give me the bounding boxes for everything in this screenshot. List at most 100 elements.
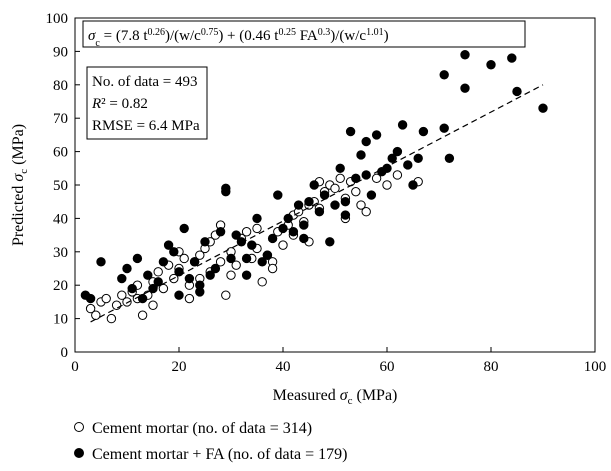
data-point-cement-mortar-fa: [439, 70, 449, 80]
legend-item-cement-mortar-fa: Cement mortar + FA (no. of data = 179): [74, 446, 347, 464]
data-point-cement-mortar: [153, 267, 163, 277]
data-point-cement-mortar-fa: [267, 233, 278, 244]
data-point-cement-mortar-fa: [319, 190, 330, 200]
data-point-cement-mortar-fa: [148, 283, 158, 294]
data-point-cement-mortar-fa: [325, 237, 335, 247]
y-tick-label: 50: [53, 178, 68, 194]
data-point-cement-mortar-fa: [361, 170, 371, 180]
scatter-chart: 0 20 40 60 80 100 0 10 20 30 40 50 60 70 80 90 100 σc = …: [10, 11, 607, 407]
data-point-cement-mortar-fa: [143, 270, 153, 280]
data-point-cement-mortar: [335, 173, 345, 184]
fit-line: [90, 84, 544, 323]
data-point-cement-mortar-fa: [439, 123, 449, 133]
y-tick-label: 20: [53, 278, 68, 294]
data-point-cement-mortar-fa: [195, 287, 205, 297]
data-point-cement-mortar-fa: [174, 267, 184, 277]
y-tick-label: 70: [53, 111, 68, 127]
data-point-cement-mortar-fa: [507, 53, 517, 63]
data-point-cement-mortar-fa: [387, 153, 397, 163]
data-point-cement-mortar-fa: [262, 250, 273, 260]
data-point-cement-mortar-fa: [153, 277, 163, 287]
data-point-cement-mortar: [106, 313, 117, 324]
data-point-cement-mortar: [184, 293, 195, 304]
data-point-cement-mortar-fa: [236, 237, 247, 247]
x-axis-title: Measured σc (MPa): [273, 387, 398, 407]
data-point-cement-mortar-fa: [413, 153, 423, 163]
data-point-cement-mortar-fa: [278, 223, 288, 234]
data-point-cement-mortar: [85, 303, 96, 314]
data-point-cement-mortar: [252, 223, 262, 234]
data-point-cement-mortar-fa: [293, 200, 304, 210]
data-point-cement-mortar-fa: [205, 270, 215, 280]
data-point-cement-mortar-fa: [340, 210, 351, 220]
data-point-cement-mortar-fa: [169, 247, 179, 257]
data-point-cement-mortar-fa: [356, 150, 366, 160]
data-point-cement-mortar: [195, 250, 205, 260]
y-tick-label: 60: [53, 145, 68, 161]
data-point-cement-mortar-fa: [330, 200, 340, 210]
y-tick-label: 80: [53, 78, 68, 94]
data-point-cement-mortar-fa: [174, 290, 184, 300]
data-point-cement-mortar: [91, 310, 101, 320]
data-point-cement-mortar: [356, 200, 366, 210]
data-point-cement-mortar: [122, 297, 132, 307]
data-point-cement-mortar: [215, 257, 226, 267]
legend-item-cement-mortar: Cement mortar (no. of data = 314): [74, 420, 312, 438]
equation-box: [82, 20, 526, 48]
data-point-cement-mortar: [179, 253, 189, 264]
data-point-cement-mortar-fa: [241, 270, 252, 280]
data-point-cement-mortar-fa: [210, 263, 221, 274]
data-point-cement-mortar-fa: [299, 220, 309, 230]
x-tick-label: 80: [484, 359, 499, 375]
x-tick-label: 60: [380, 359, 395, 375]
x-tick-label: 100: [584, 359, 607, 375]
data-point-cement-mortar-fa: [184, 273, 195, 284]
plot-frame: [74, 17, 596, 353]
x-tick-label: 40: [276, 359, 291, 375]
data-point-cement-mortar-fa: [189, 257, 200, 267]
data-point-cement-mortar-fa: [179, 223, 189, 234]
data-point-cement-mortar-fa: [127, 283, 137, 294]
data-point-cement-mortar-fa: [444, 153, 455, 163]
data-point-cement-mortar-fa: [304, 197, 314, 207]
data-point-cement-mortar: [371, 173, 382, 184]
data-point-cement-mortar-fa: [163, 240, 174, 250]
legend-label-cement-mortar-fa: Cement mortar + FA (no. of data = 179): [92, 446, 348, 463]
x-tick-label: 20: [172, 359, 187, 375]
data-point-cement-mortar-fa: [247, 240, 257, 250]
data-point-cement-mortar: [351, 186, 361, 197]
data-point-cement-mortar-fa: [309, 180, 319, 190]
data-point-cement-mortar-fa: [361, 136, 371, 147]
data-point-cement-mortar: [267, 263, 278, 274]
y-tick-label: 40: [53, 211, 68, 227]
data-point-cement-mortar: [137, 310, 148, 320]
data-point-cement-mortar-fa: [158, 257, 169, 267]
x-tick-label: 0: [71, 359, 79, 375]
data-point-cement-mortar: [221, 290, 231, 300]
data-point-cement-mortar-fa: [345, 126, 356, 137]
data-point-cement-mortar-fa: [226, 253, 236, 264]
y-tick-label: 10: [53, 312, 68, 328]
data-point-cement-mortar-fa: [257, 257, 267, 267]
y-tick-label: 0: [61, 345, 69, 361]
data-point-cement-mortar-fa: [273, 190, 283, 200]
data-point-cement-mortar-fa: [392, 146, 403, 157]
open-circle-icon: [74, 422, 84, 432]
data-point-cement-mortar-fa: [397, 120, 408, 130]
data-point-cement-mortar: [231, 260, 241, 270]
data-point-cement-mortar-fa: [122, 263, 132, 274]
data-point-cement-mortar-fa: [215, 227, 226, 237]
data-points: [80, 50, 548, 324]
data-point-cement-mortar-fa: [96, 257, 106, 267]
data-point-cement-mortar: [111, 300, 122, 310]
tick-labels: 0 20 40 60 80 100 0 10 20 30 40 50 60 70 80 90 100: [46, 11, 607, 375]
data-point-cement-mortar-fa: [314, 207, 325, 217]
data-point-cement-mortar-fa: [366, 190, 377, 200]
data-point-cement-mortar: [117, 290, 127, 300]
data-point-cement-mortar-fa: [117, 273, 127, 284]
data-point-cement-mortar-fa: [335, 163, 345, 174]
data-point-cement-mortar: [278, 240, 288, 250]
data-point-cement-mortar-fa: [351, 173, 361, 184]
data-point-cement-mortar-fa: [460, 83, 470, 93]
data-point-cement-mortar-fa: [371, 130, 382, 140]
